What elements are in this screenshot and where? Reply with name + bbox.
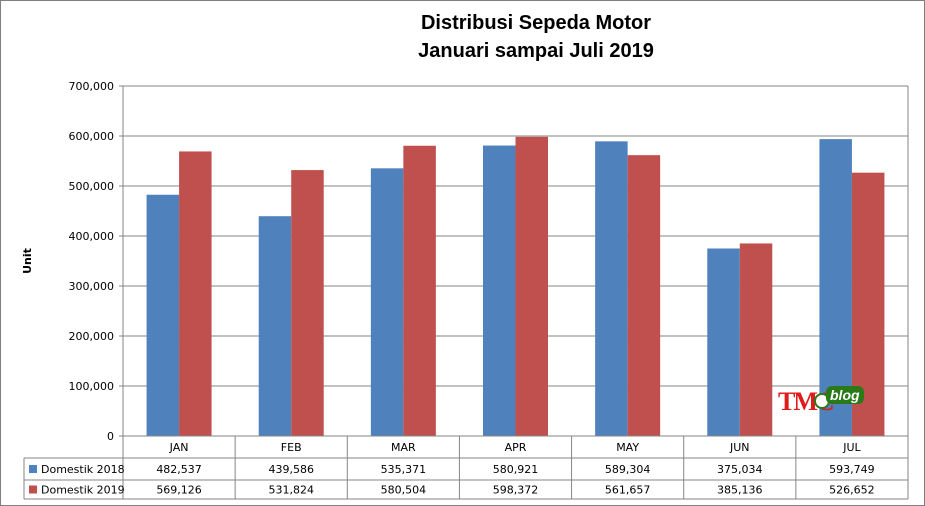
bar-domestik-2018-mar <box>370 168 404 436</box>
x-tick-label: MAR <box>391 441 416 454</box>
bar-domestik-2018-jan <box>146 194 180 436</box>
bar-domestik-2018-may <box>595 141 628 436</box>
x-tick-label: JUL <box>842 441 861 454</box>
data-label: 561,657 <box>605 484 651 497</box>
y-tick-label: 200,000 <box>69 330 115 343</box>
bar-domestik-2019-jun <box>739 243 773 436</box>
tmc-blog-logo: TMC blog <box>778 383 883 419</box>
legend-label: Domestik 2019 <box>41 484 125 497</box>
data-table: JAN FEB MAR APR MAY JUN JUL Domestik 2018 482,53… <box>23 435 909 500</box>
bar-domestik-2018-apr <box>483 145 516 437</box>
data-label: 569,126 <box>156 484 202 497</box>
bars <box>146 136 885 437</box>
logo-badge: blog <box>826 386 864 404</box>
legend-swatch <box>29 485 37 494</box>
y-axis-label: Unit <box>21 248 34 274</box>
y-tick-label: 700,000 <box>69 80 115 93</box>
axes: 0 100,000 200,000 300,000 400,000 500,000 600,… <box>69 80 909 443</box>
x-tick-label: FEB <box>281 441 302 454</box>
data-label: 598,372 <box>493 484 539 497</box>
y-tick-label: 600,000 <box>69 130 115 143</box>
y-tick-label: 100,000 <box>69 380 115 393</box>
data-label: 535,371 <box>381 463 427 476</box>
data-label: 526,652 <box>829 484 875 497</box>
chart-title: Distribusi Sepeda Motor Januari sampai J… <box>301 9 771 65</box>
x-tick-label: JUN <box>729 441 750 454</box>
data-label: 385,136 <box>717 484 763 497</box>
bar-domestik-2018-jun <box>707 248 740 436</box>
bar-domestik-2019-mar <box>403 145 436 437</box>
bar-domestik-2019-jan <box>179 151 212 436</box>
bar-domestik-2019-may <box>627 155 661 436</box>
x-tick-label: JAN <box>169 441 189 454</box>
x-tick-label: APR <box>505 441 527 454</box>
chart-title-line-2: Januari sampai Juli 2019 <box>418 40 654 62</box>
data-label: 531,824 <box>268 484 314 497</box>
data-label: 593,749 <box>829 463 875 476</box>
chart-title-line-1: Distribusi Sepeda Motor <box>420 12 652 34</box>
data-label: 439,586 <box>268 463 314 476</box>
data-label: 580,921 <box>493 463 539 476</box>
legend-swatch <box>29 465 37 473</box>
y-tick-label: 400,000 <box>69 230 115 243</box>
legend-label: Domestik 2018 <box>41 463 125 476</box>
bar-domestik-2018-feb <box>258 216 292 436</box>
data-label: 375,034 <box>717 463 763 476</box>
x-tick-label: MAY <box>616 441 639 454</box>
y-tick-label: 500,000 <box>69 180 115 193</box>
y-tick-label: 300,000 <box>69 280 115 293</box>
data-label: 580,504 <box>381 484 427 497</box>
y-tick-label: 0 <box>107 430 114 443</box>
data-label: 589,304 <box>605 463 651 476</box>
data-label: 482,537 <box>156 463 202 476</box>
bar-domestik-2019-feb <box>291 170 324 436</box>
bar-domestik-2019-apr <box>515 136 548 436</box>
